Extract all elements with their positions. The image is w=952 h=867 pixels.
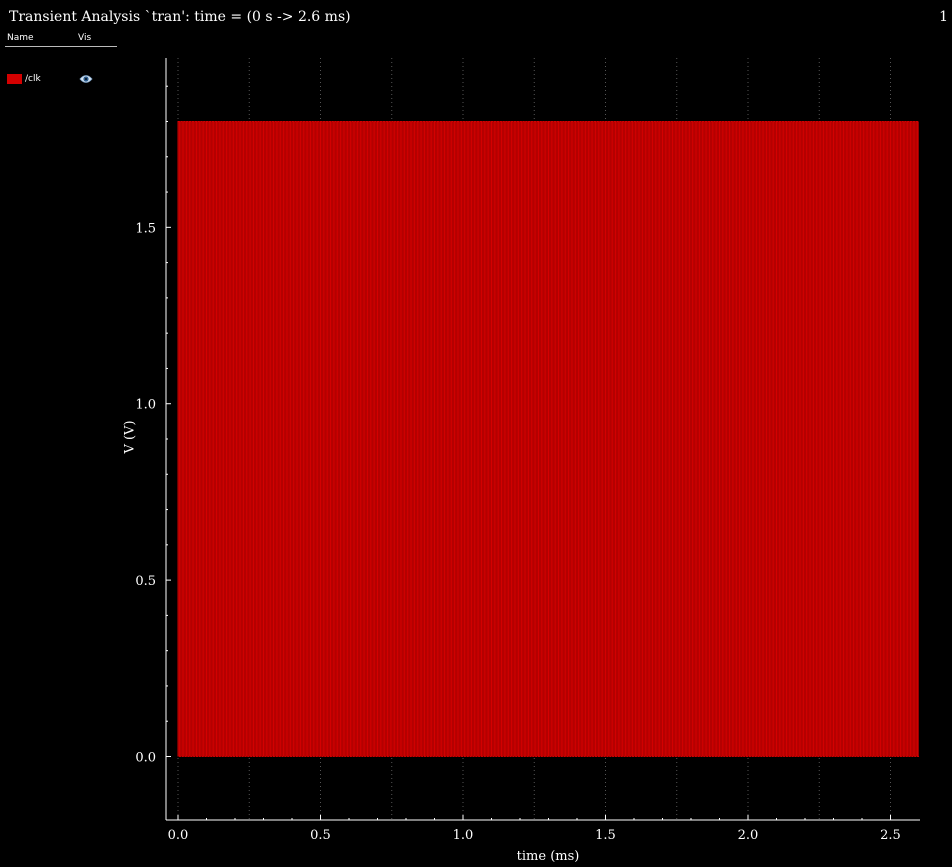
x-axis-label: time (ms) (516, 849, 580, 864)
signal-list-header: Name Vis (5, 33, 117, 47)
signal-row-clk[interactable]: /clk (7, 73, 117, 87)
x-tick-label: 2.5 (880, 828, 901, 843)
window-title: Transient Analysis `tran': time = (0 s -… (9, 9, 351, 25)
x-tick-label: 0.0 (168, 828, 189, 843)
x-tick-label: 2.0 (738, 828, 759, 843)
y-tick-label: 0.0 (135, 751, 156, 766)
eye-icon[interactable] (79, 73, 93, 85)
x-tick-label: 1.5 (595, 828, 616, 843)
signal-name: /clk (25, 74, 41, 84)
clk-trace (177, 121, 919, 757)
x-tick-label: 1.0 (453, 828, 474, 843)
y-axis-label: V (V) (122, 420, 138, 454)
signal-color-swatch[interactable] (7, 74, 22, 84)
x-tick-label: 0.5 (310, 828, 331, 843)
y-tick-label: 1.5 (135, 221, 156, 236)
page-number: 1 (939, 9, 948, 25)
vis-column-header[interactable]: Vis (78, 33, 92, 43)
y-tick-label: 0.5 (135, 574, 156, 589)
y-tick-label: 1.0 (135, 398, 156, 413)
name-column-header[interactable]: Name (7, 33, 34, 43)
